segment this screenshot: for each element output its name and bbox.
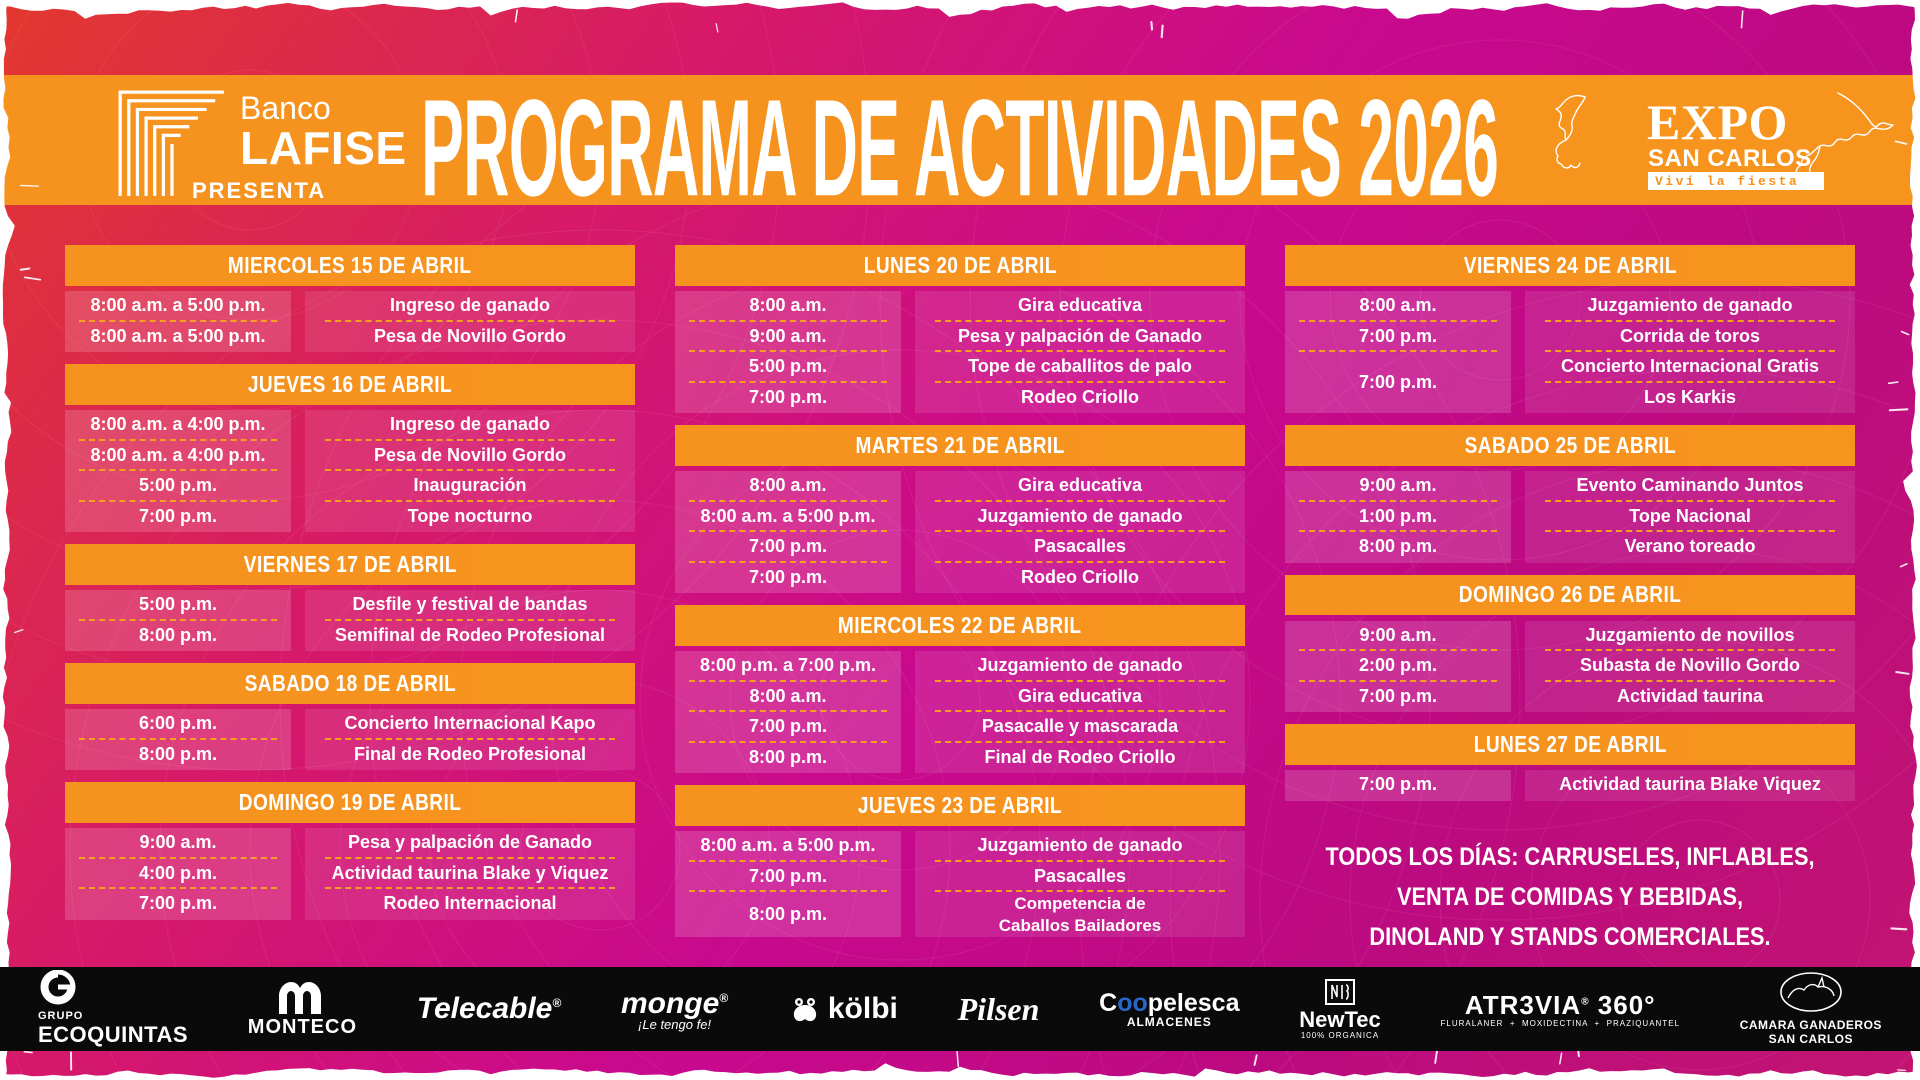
svg-text:SAN CARLOS: SAN CARLOS (1648, 145, 1812, 172)
svg-text:EXPO: EXPO (1647, 94, 1788, 150)
svg-text:Viví la fiesta: Viví la fiesta (1655, 174, 1799, 189)
